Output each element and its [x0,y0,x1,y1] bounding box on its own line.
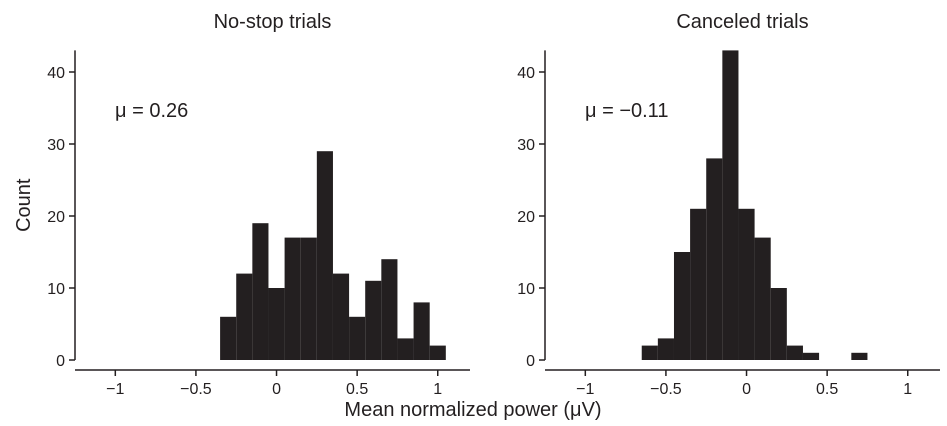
bar [641,345,658,360]
y-tick-label: 0 [526,353,535,370]
bar [786,345,803,360]
x-tick-label: −1 [576,381,594,398]
bar [268,288,285,360]
y-tick-label: 0 [56,353,65,370]
x-tick-label: 1 [433,381,442,398]
x-tick-label: 0 [272,381,281,398]
chart-title: No-stop trials [214,11,332,33]
bar [220,316,237,360]
bar [770,288,787,360]
y-tick-label: 20 [517,209,535,226]
x-tick-label: 0.5 [346,381,368,398]
y-axis-label: Count [13,178,35,232]
y-tick-label: 40 [517,65,535,82]
annotation: μ = −0.11 [585,100,668,122]
bar [300,237,317,360]
bar [851,352,868,360]
bar [690,208,707,360]
bar [381,259,398,360]
bar [332,273,350,360]
x-tick-label: −0.5 [180,381,212,398]
bar [722,50,739,361]
bar [706,158,723,360]
bar [316,151,333,360]
y-tick-label: 10 [517,281,535,298]
x-tick-label: 0.5 [816,381,838,398]
bar [413,302,430,360]
x-tick-label: 1 [903,381,912,398]
bar [657,338,674,360]
x-tick-label: 0 [742,381,751,398]
x-axis-label: Mean normalized power (μV) [344,399,601,421]
bar [349,316,366,360]
annotation: μ = 0.26 [115,100,188,122]
bar [397,338,414,360]
bar [429,345,446,360]
y-tick-label: 20 [47,209,65,226]
bar [252,223,269,360]
bar [284,237,301,360]
y-tick-label: 10 [47,281,65,298]
y-tick-label: 30 [517,137,535,154]
bar [365,280,382,360]
bar [754,237,771,360]
x-tick-label: −0.5 [650,381,682,398]
bar [673,252,691,360]
bar [236,273,253,360]
chart-title: Canceled trials [676,11,808,33]
x-tick-label: −1 [106,381,124,398]
bar [802,352,820,360]
y-tick-label: 30 [47,137,65,154]
bar [738,208,755,360]
y-tick-label: 40 [47,65,65,82]
